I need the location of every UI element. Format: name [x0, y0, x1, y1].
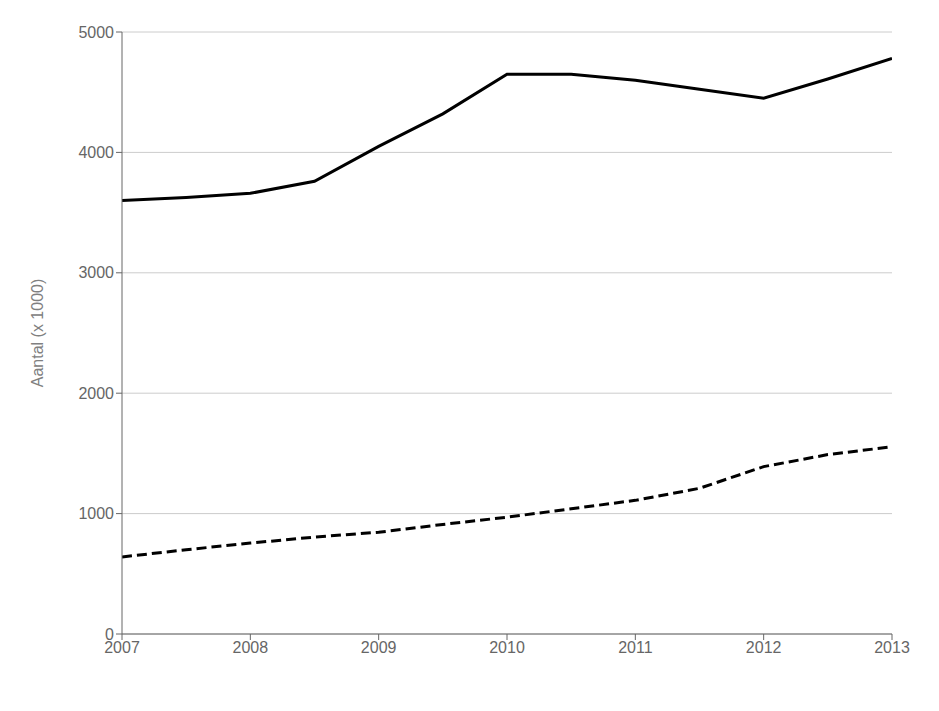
svg-text:2011: 2011	[618, 639, 653, 656]
svg-text:4000: 4000	[78, 144, 114, 161]
svg-text:3000: 3000	[78, 264, 114, 281]
svg-text:5000: 5000	[78, 24, 114, 41]
svg-text:1000: 1000	[78, 505, 114, 522]
svg-text:2009: 2009	[361, 639, 397, 656]
svg-text:2010: 2010	[489, 639, 525, 656]
svg-text:2007: 2007	[104, 639, 140, 657]
svg-text:2013: 2013	[874, 639, 910, 656]
svg-text:Aantal (x 1000): Aantal (x 1000)	[29, 279, 46, 388]
svg-text:2008: 2008	[233, 639, 269, 656]
svg-text:2012: 2012	[746, 639, 782, 656]
svg-text:2000: 2000	[78, 385, 114, 402]
svg-text:0: 0	[105, 626, 114, 643]
